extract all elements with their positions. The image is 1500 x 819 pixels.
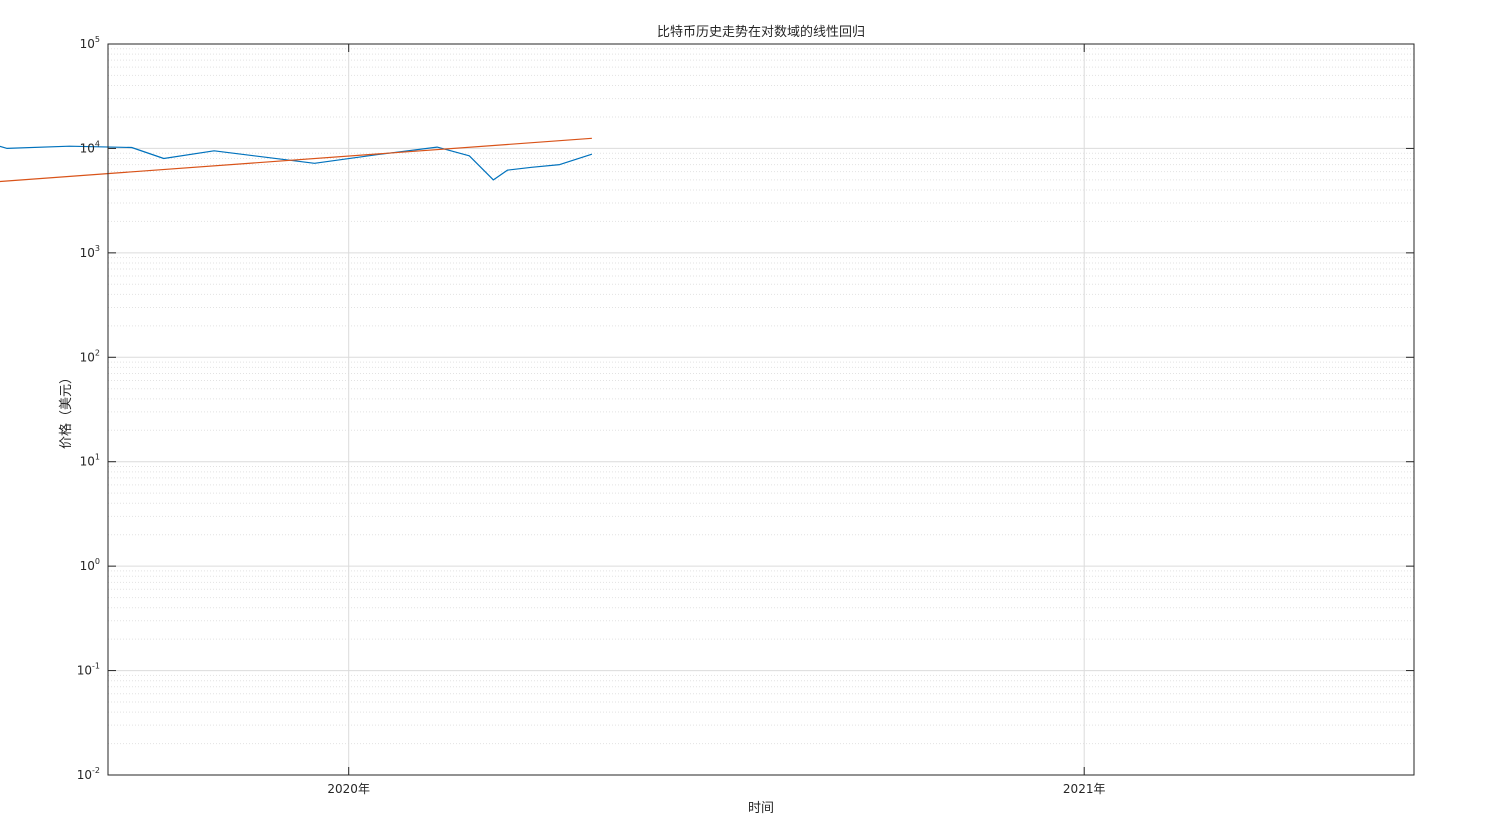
x-axis-label: 时间 [748, 801, 774, 816]
x-tick-label: 2021年 [1063, 782, 1106, 796]
x-tick-label: 2020年 [327, 782, 370, 796]
plot-frame [107, 43, 1415, 776]
y-axis-label: 价格（美元） [58, 371, 74, 449]
chart-title: 比特币历史走势在对数域的线性回归 [657, 24, 865, 40]
tick-layer [108, 43, 1414, 776]
plot-area [108, 44, 1414, 775]
